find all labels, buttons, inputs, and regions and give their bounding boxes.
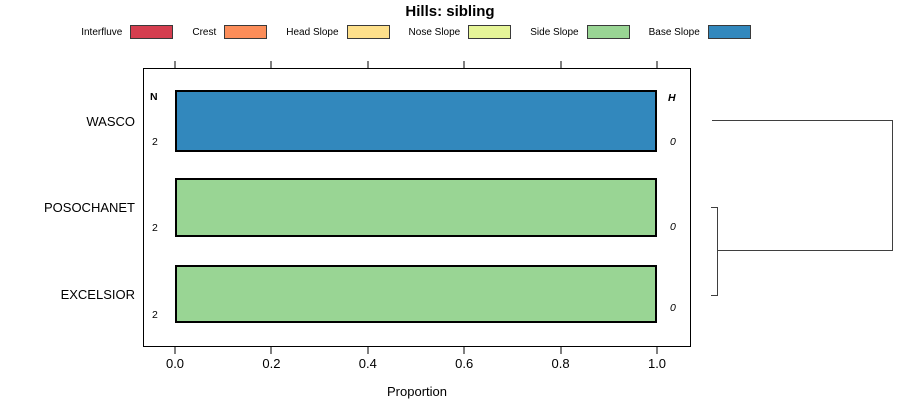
x-axis-top-ticks — [174, 61, 658, 68]
axis-tick — [463, 61, 465, 68]
x-tick-label: 0.2 — [262, 356, 281, 371]
legend-swatch-base-slope — [707, 25, 751, 39]
n-value-wasco: 2 — [152, 136, 158, 148]
category-label-excelsior: EXCELSIOR — [60, 287, 135, 302]
legend-item-side-slope: Side Slope — [530, 25, 630, 39]
category-label-wasco: WASCO — [86, 114, 135, 129]
axis-tick — [656, 61, 658, 68]
h-column-header: H — [668, 92, 676, 104]
legend-item-head-slope: Head Slope — [286, 25, 390, 39]
x-axis-bottom-ticks — [174, 347, 658, 354]
x-tick-label: 0.0 — [165, 356, 185, 371]
legend-swatch-head-slope — [346, 25, 390, 39]
legend-label: Crest — [192, 26, 217, 38]
category-label-posochanet: POSOCHANET — [43, 200, 135, 215]
legend-label: Base Slope — [648, 26, 700, 38]
legend: Interfluve Crest Head Slope Nose Slope S… — [0, 25, 832, 39]
axis-tick — [174, 347, 176, 354]
n-value-posochanet: 2 — [152, 222, 158, 234]
legend-label: Head Slope — [286, 26, 339, 38]
axis-tick — [560, 347, 562, 354]
legend-item-base-slope: Base Slope — [649, 25, 751, 39]
x-tick-label: 0.8 — [551, 356, 570, 371]
dendrogram-root-join — [892, 120, 893, 251]
x-tick-label: 0.4 — [358, 356, 377, 371]
dendrogram-leaf-line-wasco — [712, 120, 893, 121]
chart-title: Hills: sibling — [405, 3, 495, 20]
legend-label: Interfluve — [81, 26, 123, 38]
legend-item-interfluve: Interfluve — [81, 25, 174, 39]
axis-tick — [463, 347, 465, 354]
n-value-excelsior: 2 — [152, 309, 158, 321]
bar-posochanet — [175, 178, 657, 237]
dendrogram-merge-bracket — [717, 207, 718, 296]
dendrogram-leaf-line-excelsior — [711, 295, 718, 296]
x-tick-label: 1.0 — [647, 356, 667, 371]
dendrogram-leaf-line-posochanet — [711, 207, 718, 208]
legend-swatch-side-slope — [586, 25, 630, 39]
h-value-wasco: 0 — [670, 136, 676, 148]
x-tick-label: 0.6 — [455, 356, 474, 371]
dendrogram-cluster-line — [717, 250, 893, 251]
n-column-header: N — [150, 91, 158, 103]
axis-tick — [270, 347, 272, 354]
legend-item-nose-slope: Nose Slope — [409, 25, 512, 39]
axis-tick — [367, 347, 369, 354]
axis-tick — [270, 61, 272, 68]
legend-label: Side Slope — [530, 26, 579, 38]
bar-excelsior — [175, 265, 657, 323]
h-value-excelsior: 0 — [670, 302, 676, 314]
axis-tick — [656, 347, 658, 354]
legend-item-crest: Crest — [192, 25, 268, 39]
plot-area — [143, 68, 691, 347]
axis-tick — [560, 61, 562, 68]
axis-tick — [367, 61, 369, 68]
x-axis-tick-labels: 0.0 0.2 0.4 0.6 0.8 1.0 — [166, 356, 666, 372]
h-value-posochanet: 0 — [670, 221, 676, 233]
x-axis-title: Proportion — [387, 384, 447, 399]
bar-wasco — [175, 90, 657, 152]
legend-swatch-nose-slope — [468, 25, 512, 39]
legend-swatch-interfluve — [130, 25, 174, 39]
legend-label: Nose Slope — [408, 26, 461, 38]
axis-tick — [174, 61, 176, 68]
legend-swatch-crest — [224, 25, 268, 39]
